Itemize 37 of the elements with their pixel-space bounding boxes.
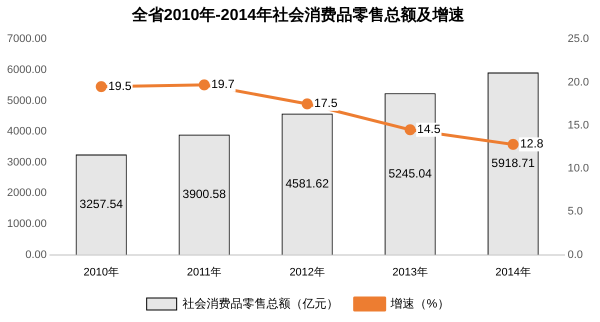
data-label: 4581.62	[285, 176, 330, 191]
legend-label: 社会消费品零售总额（亿元）	[182, 296, 339, 310]
y-tick-label: 5000.00	[6, 94, 47, 107]
y-tick-label: 2000.00	[6, 187, 47, 200]
y-tick-label: 4000.00	[6, 126, 47, 138]
data-label: 14.5	[417, 122, 441, 136]
data-label: 17.5	[314, 96, 338, 110]
point	[96, 81, 107, 92]
point	[508, 138, 519, 150]
y2-tick-label: 5.0	[568, 206, 583, 218]
data-label: 19.5	[108, 78, 132, 93]
data-label: 3257.54	[80, 196, 124, 211]
data-label: 3900.58	[182, 187, 226, 202]
y2-tick-label: 0.0	[568, 248, 583, 261]
chart-title: 全省2010年-2014年社会消费品零售总额及增速	[130, 6, 466, 24]
point	[198, 79, 210, 90]
x-tick-label: 2012年	[289, 266, 325, 278]
data-label: 12.8	[520, 136, 544, 151]
y2-tick-label: 25.0	[568, 33, 590, 46]
x-tick-label: 2014年	[495, 266, 531, 278]
y2-tick-label: 15.0	[568, 119, 590, 132]
x-tick-label: 2010年	[84, 266, 119, 278]
point	[404, 124, 416, 136]
y-tick-label: 0.00	[25, 248, 47, 261]
x-tick-label: 2013年	[392, 266, 428, 278]
y-tick-label: 1000.00	[6, 218, 47, 230]
y2-tick-label: 20.0	[568, 76, 590, 88]
point	[302, 98, 313, 110]
y-tick-label: 7000.00	[6, 33, 47, 46]
data-label: 19.7	[211, 77, 235, 92]
data-label: 5245.04	[388, 166, 432, 180]
y2-tick-label: 10.0	[568, 162, 590, 175]
y-tick-label: 6000.00	[6, 64, 47, 76]
data-label: 5918.71	[491, 156, 536, 170]
x-tick-label: 2011年	[186, 266, 222, 278]
legend-label: 增速（%）	[390, 296, 450, 310]
y-tick-label: 3000.00	[6, 156, 47, 168]
